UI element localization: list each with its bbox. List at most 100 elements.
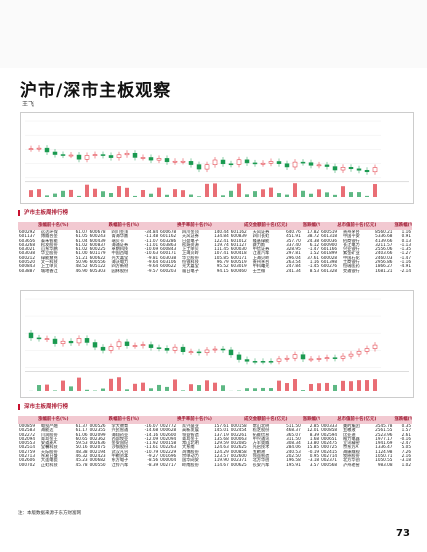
cell: 光大嘉宝 (111, 255, 129, 260)
candle (212, 159, 218, 165)
cell: -3.18 (400, 458, 411, 463)
cell: 1977.17 (375, 436, 393, 441)
candle (276, 358, 282, 362)
candle (220, 348, 226, 351)
cell: 中国西电 (111, 251, 129, 256)
volume (245, 194, 249, 197)
cell: 308.34 (286, 441, 301, 446)
volume (333, 194, 337, 197)
volume (349, 192, 353, 197)
candle (340, 167, 346, 171)
cell: 天风证券 (182, 234, 199, 239)
candle (100, 346, 106, 351)
cell: 江铃汽车 (111, 462, 129, 467)
cell: -34.84 (144, 230, 159, 234)
candle (228, 163, 234, 166)
cell: 7.26 (401, 449, 411, 454)
candle (28, 148, 34, 150)
cell: 119.74 (214, 242, 229, 247)
cell: 601162 (160, 234, 177, 239)
cell: 94.15 (216, 268, 229, 273)
cell: 603106 (160, 260, 177, 265)
cell: 603038 (160, 255, 177, 260)
volume (357, 192, 361, 197)
cell: 002759 (19, 449, 35, 454)
cell: 美的集团 (342, 424, 360, 428)
volume (37, 385, 41, 391)
cell: 61.02 (75, 242, 88, 247)
cell: 603887 (19, 268, 35, 273)
candle (188, 161, 194, 165)
cell: 城地香江 (40, 268, 58, 273)
cell: 284.06 (286, 445, 301, 450)
candle (172, 346, 178, 351)
candle (364, 170, 370, 173)
cell: 45.23 (75, 458, 88, 463)
cell: -10.79 (144, 449, 159, 454)
volume (53, 390, 57, 391)
candle (332, 166, 338, 171)
cell: 000628 (160, 428, 177, 433)
cell: 111.45 (214, 247, 229, 252)
candle (300, 161, 306, 164)
cell: 0.91 (401, 234, 411, 239)
cell: 107.41 (214, 251, 229, 256)
volume (165, 194, 169, 197)
cell: 600418 (230, 251, 247, 256)
cell: 601318 (321, 234, 338, 239)
cell: 五粮液 (342, 428, 356, 433)
cell: 1.68 (309, 436, 320, 441)
cell: 002600 (230, 454, 247, 459)
cell: 恒银科技 (182, 260, 199, 265)
candle (44, 147, 50, 153)
cell: 0.13 (401, 238, 411, 243)
volume (181, 390, 185, 391)
cell: 日盈电子 (182, 238, 199, 243)
cell: 61.17 (75, 428, 88, 433)
cell: 1336.47 (375, 445, 393, 450)
cell: 002594 (321, 432, 338, 437)
cell: 000568 (321, 462, 338, 467)
candle (140, 344, 146, 346)
cell: 中信证券 (252, 247, 270, 252)
candle (364, 348, 370, 352)
cell: 000725 (321, 445, 338, 450)
cell: 603019 (230, 264, 247, 269)
volume (293, 379, 297, 391)
cell: 武汉凡谷 (111, 449, 129, 454)
cell: -9.81 (147, 255, 159, 260)
cell: 华立股份 (40, 251, 58, 256)
cell: 600843 (160, 247, 177, 252)
cell: 002371 (230, 458, 247, 463)
cell: 宗申动力 (182, 454, 199, 459)
index-chart-shanghai (20, 112, 414, 204)
volume (45, 195, 49, 197)
column-header: 涨跌幅(%) (393, 222, 412, 230)
cell: 002263 (160, 445, 177, 450)
volume (373, 379, 377, 391)
cell: 157.61 (214, 424, 229, 428)
cell: 600276 (321, 264, 338, 269)
cell: 451.91 (286, 234, 301, 239)
cell: 600243 (89, 234, 106, 239)
cell: 123.57 (214, 454, 229, 459)
cell: 赛力斯 (252, 242, 266, 247)
cell: 263.54 (286, 260, 301, 265)
volume (213, 382, 217, 391)
volume (117, 377, 121, 391)
volume (357, 380, 361, 391)
volume (173, 189, 177, 197)
volume (213, 183, 217, 197)
cell: 长江电力 (342, 242, 360, 247)
candle (332, 357, 338, 359)
table-row: 002759 天际股份 48.38 002194 武汉凡谷 -10.79 002229 鸿博股… (18, 450, 412, 454)
candle (316, 358, 322, 360)
cell: 122.41 (214, 238, 229, 243)
candle (196, 164, 202, 170)
candle (252, 361, 258, 363)
cell: 119.90 (214, 458, 229, 463)
volume (333, 384, 337, 391)
candle (84, 338, 90, 343)
candle (156, 158, 162, 161)
cell: 337.40 (286, 242, 301, 247)
